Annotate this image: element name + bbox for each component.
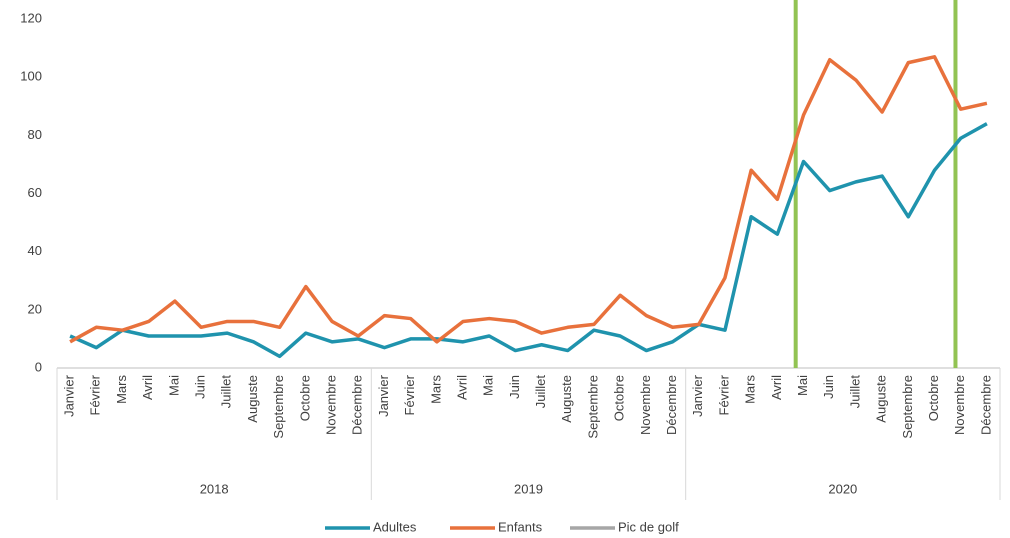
x-tick-label: Avril: [769, 375, 784, 400]
x-tick-label: Auguste: [559, 375, 574, 423]
x-tick-label: Novembre: [323, 375, 338, 435]
legend-label: Pic de golf: [618, 519, 679, 534]
x-tick-label: Auguste: [245, 375, 260, 423]
series-line: [69, 55, 988, 344]
x-tick-label: Février: [88, 374, 103, 415]
y-tick-label: 20: [28, 301, 42, 316]
y-tick-label: 0: [35, 359, 42, 374]
x-tick-label: Octobre: [926, 375, 941, 421]
y-tick-label: 100: [20, 69, 42, 84]
x-tick-label: Janvier: [62, 374, 77, 417]
x-tick-label: Janvier: [376, 374, 391, 417]
x-tick-label: Avril: [140, 375, 155, 400]
x-tick-label: Juillet: [219, 375, 234, 409]
x-tick-label: Février: [402, 374, 417, 415]
x-tick-label: Mai: [166, 375, 181, 396]
x-tick-label: Juin: [821, 375, 836, 399]
x-tick-label: Décembre: [350, 375, 365, 435]
group-label: 2020: [828, 481, 857, 496]
x-tick-label: Mai: [481, 375, 496, 396]
x-tick-label: Juin: [507, 375, 522, 399]
x-tick-label: Avril: [454, 375, 469, 400]
series-line: [69, 122, 988, 359]
x-tick-label: Novembre: [952, 375, 967, 435]
x-tick-label: Octobre: [297, 375, 312, 421]
legend-label: Adultes: [373, 519, 417, 534]
x-tick-label: Septembre: [585, 375, 600, 439]
x-tick-label: Novembre: [638, 375, 653, 435]
y-tick-label: 120: [20, 10, 42, 25]
x-tick-label: Mai: [795, 375, 810, 396]
x-tick-label: Septembre: [900, 375, 915, 439]
x-tick-label: Février: [716, 374, 731, 415]
x-tick-label: Auguste: [874, 375, 889, 423]
x-tick-label: Mars: [743, 375, 758, 404]
x-tick-label: Juillet: [533, 375, 548, 409]
x-tick-label: Décembre: [978, 375, 993, 435]
x-tick-label: Janvier: [690, 374, 705, 417]
legend-label: Enfants: [498, 519, 543, 534]
x-tick-label: Juin: [193, 375, 208, 399]
y-tick-label: 80: [28, 127, 42, 142]
x-tick-label: Juillet: [847, 375, 862, 409]
y-tick-label: 40: [28, 243, 42, 258]
x-tick-label: Décembre: [664, 375, 679, 435]
y-tick-label: 60: [28, 185, 42, 200]
x-tick-label: Mars: [428, 375, 443, 404]
x-tick-label: Mars: [114, 375, 129, 404]
x-tick-label: Septembre: [271, 375, 286, 439]
group-label: 2018: [200, 481, 229, 496]
group-label: 2019: [514, 481, 543, 496]
x-tick-label: Octobre: [612, 375, 627, 421]
